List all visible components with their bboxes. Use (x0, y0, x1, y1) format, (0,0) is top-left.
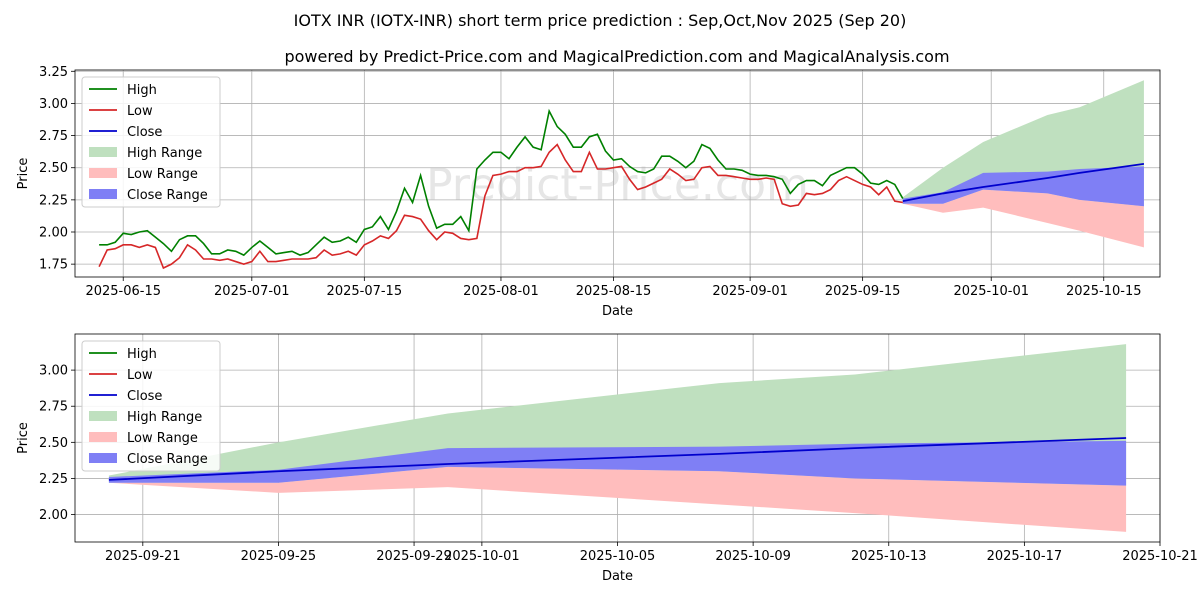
x-axis-label: Date (602, 304, 633, 319)
x-tick-label: 2025-10-21 (1122, 549, 1198, 564)
y-tick-label: 3.00 (39, 97, 68, 112)
legend-close-range-entry-label: Close Range (127, 452, 208, 467)
legend-low-entry-label: Low (127, 104, 153, 119)
y-tick-label: 1.75 (39, 258, 68, 273)
x-tick-label: 2025-10-17 (987, 549, 1063, 564)
y-axis-label: Price (16, 158, 31, 190)
legend-low-entry-label: Low (127, 368, 153, 383)
legend-low-range-entry-swatch (89, 168, 117, 178)
x-axis-label: Date (602, 569, 633, 584)
x-tick-label: 2025-10-05 (580, 549, 656, 564)
x-tick-label: 2025-10-09 (715, 549, 791, 564)
x-tick-label: 2025-07-15 (327, 284, 403, 299)
legend-high-range-entry-label: High Range (127, 410, 202, 425)
legend-high-entry-label: High (127, 83, 157, 98)
legend-close-entry-label: Close (127, 125, 162, 140)
x-tick-label: 2025-06-15 (85, 284, 161, 299)
x-tick-label: 2025-09-01 (712, 284, 788, 299)
y-tick-label: 2.00 (39, 226, 68, 241)
x-tick-label: 2025-08-15 (576, 284, 652, 299)
close-series-line (108, 437, 1127, 481)
close-range-band (108, 440, 1127, 486)
legend-close-range-entry-swatch (89, 453, 117, 463)
y-tick-label: 2.75 (39, 400, 68, 415)
y-tick-label: 2.25 (39, 193, 68, 208)
legend-low-range-entry-label: Low Range (127, 167, 198, 182)
plot-frame (74, 333, 1161, 543)
low-series-line (98, 143, 903, 270)
y-tick-label: 2.50 (39, 436, 68, 451)
x-tick-label: 2025-09-25 (241, 549, 317, 564)
low-range-band (108, 466, 1127, 532)
x-tick-label: 2025-09-15 (825, 284, 901, 299)
legend-high-range-entry-swatch (89, 411, 117, 421)
y-tick-label: 2.00 (39, 508, 68, 523)
legend-high-range-entry-label: High Range (127, 146, 202, 161)
legend-high-range-entry-swatch (89, 147, 117, 157)
plot-frame (74, 69, 1161, 278)
high-series-line (99, 108, 904, 257)
y-tick-label: 3.00 (39, 364, 68, 379)
legend: High Low Close High Range Low Range Close Ran… (81, 340, 221, 472)
x-tick-label: 2025-07-01 (214, 284, 290, 299)
chart-title: IOTX INR (IOTX-INR) short term price pre… (294, 11, 907, 30)
legend: High Low Close High Range Low Range Close Ran… (81, 76, 221, 208)
forecast-detail-panel: Predict-Price.com2025-09-212025-09-25202… (16, 333, 1198, 584)
y-tick-label: 3.25 (39, 65, 68, 80)
legend-low-range-entry-swatch (89, 432, 117, 442)
low-range-band (902, 189, 1144, 248)
y-axis-label: Price (16, 422, 31, 454)
close-range-band (902, 166, 1144, 207)
legend-close-range-entry-swatch (89, 189, 117, 199)
x-tick-label: 2025-10-15 (1066, 284, 1142, 299)
y-tick-label: 2.25 (39, 472, 68, 487)
chart-subtitle: powered by Predict-Price.com and Magical… (284, 47, 949, 66)
x-tick-label: 2025-10-13 (851, 549, 927, 564)
y-tick-label: 2.75 (39, 129, 68, 144)
close-series-line (902, 162, 1145, 203)
x-tick-label: 2025-10-01 (953, 284, 1029, 299)
legend-close-entry-label: Close (127, 389, 162, 404)
x-tick-label: 2025-08-01 (463, 284, 539, 299)
legend-close-range-entry-label: Close Range (127, 188, 208, 203)
x-tick-label: 2025-09-29 (376, 549, 452, 564)
y-tick-label: 2.50 (39, 161, 68, 176)
legend-high-entry-label: High (127, 347, 157, 362)
x-tick-label: 2025-09-21 (105, 549, 181, 564)
legend-low-range-entry-label: Low Range (127, 431, 198, 446)
x-tick-label: 2025-10-01 (444, 549, 520, 564)
